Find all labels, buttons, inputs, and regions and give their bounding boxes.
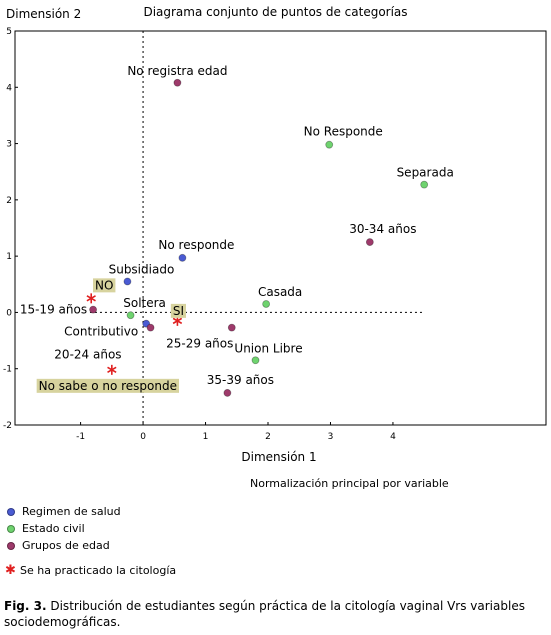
data-label: No responde [158, 238, 234, 252]
data-label-highlight [93, 278, 116, 293]
caption-prefix: Fig. 3. [4, 599, 47, 613]
legend-item-citologia: ✱ Se ha practicado la citología [5, 562, 177, 578]
data-label: SI [173, 304, 184, 318]
data-label: No registra edad [127, 64, 227, 78]
data-point [178, 253, 187, 262]
data-label: Subsidiado [109, 262, 175, 276]
data-label: 35-39 años [207, 373, 274, 387]
y-tick-label: 2 [6, 196, 12, 206]
x-tick-label: -1 [76, 432, 85, 442]
data-label: No sabe o no responde [39, 379, 177, 393]
x-tick-label: 4 [390, 432, 396, 442]
data-point [365, 238, 374, 246]
chart-title: Diagrama conjunto de puntos de categoría… [143, 5, 408, 19]
data-point [223, 389, 232, 397]
x-tick-label: 2 [265, 432, 271, 442]
data-point-star [107, 364, 117, 375]
data-label: 25-29 años [166, 337, 233, 351]
y-tick-label: 3 [6, 140, 12, 150]
data-point [173, 78, 182, 87]
legend-marker [7, 541, 15, 550]
normalization-note: Normalización principal por variable [250, 477, 449, 490]
data-label: Casada [258, 285, 302, 299]
legend-item-regimen: Regimen de salud [7, 505, 121, 518]
data-label: No Responde [304, 125, 383, 139]
data-point [123, 277, 132, 286]
data-point [227, 323, 236, 332]
x-axis-title: Dimensión 1 [241, 450, 317, 464]
figure-caption: Fig. 3. Distribución de estudiantes segú… [4, 598, 549, 630]
data-label: NO [95, 278, 113, 292]
data-label: 15-19 años [20, 303, 87, 317]
data-label-highlight [170, 303, 187, 318]
y-tick-label: -2 [3, 421, 12, 431]
y-tick-label: 0 [6, 308, 12, 318]
legend-marker [7, 524, 15, 533]
data-label: 30-34 años [349, 222, 416, 236]
scatter-plot: -2 -1 0 1 2 3 4 5 -1 0 1 2 3 4 No responde Subsidiado Co… [3, 27, 547, 442]
legend-item-estado-civil: Estado civil [7, 522, 85, 535]
data-label: Separada [397, 166, 454, 180]
plot-frame [14, 30, 547, 426]
x-tick-label: 1 [203, 432, 209, 442]
data-point [251, 356, 260, 365]
data-label: 20-24 años [54, 348, 121, 362]
data-point [420, 180, 429, 189]
legend-item-grupos-edad: Grupos de edad [7, 539, 110, 552]
y-tick-label: 1 [6, 252, 12, 262]
data-label: Soltera [123, 296, 166, 310]
data-label-highlight [36, 378, 180, 393]
legend-label: Grupos de edad [22, 539, 110, 552]
y-tick-label: 5 [6, 27, 12, 37]
data-point [126, 311, 135, 320]
data-label: Union Libre [234, 341, 302, 355]
x-tick-label: 0 [140, 432, 146, 442]
data-point [146, 323, 155, 332]
legend-label: Estado civil [22, 522, 85, 535]
x-tick-label: 3 [328, 432, 334, 442]
y-tick-label: 4 [6, 83, 12, 93]
star-icon: ✱ [5, 562, 16, 578]
data-point [89, 305, 97, 314]
y-axis-title: Dimensión 2 [6, 7, 82, 21]
data-point [325, 140, 334, 149]
caption-text: Distribución de estudiantes según prácti… [4, 599, 525, 629]
data-label: Contributivo [64, 325, 138, 339]
data-point-star [86, 293, 96, 304]
data-point [262, 300, 271, 308]
y-tick-label: -1 [3, 365, 12, 375]
legend-label: Se ha practicado la citología [20, 564, 177, 577]
legend-marker [7, 507, 15, 516]
legend-label: Regimen de salud [22, 505, 121, 518]
